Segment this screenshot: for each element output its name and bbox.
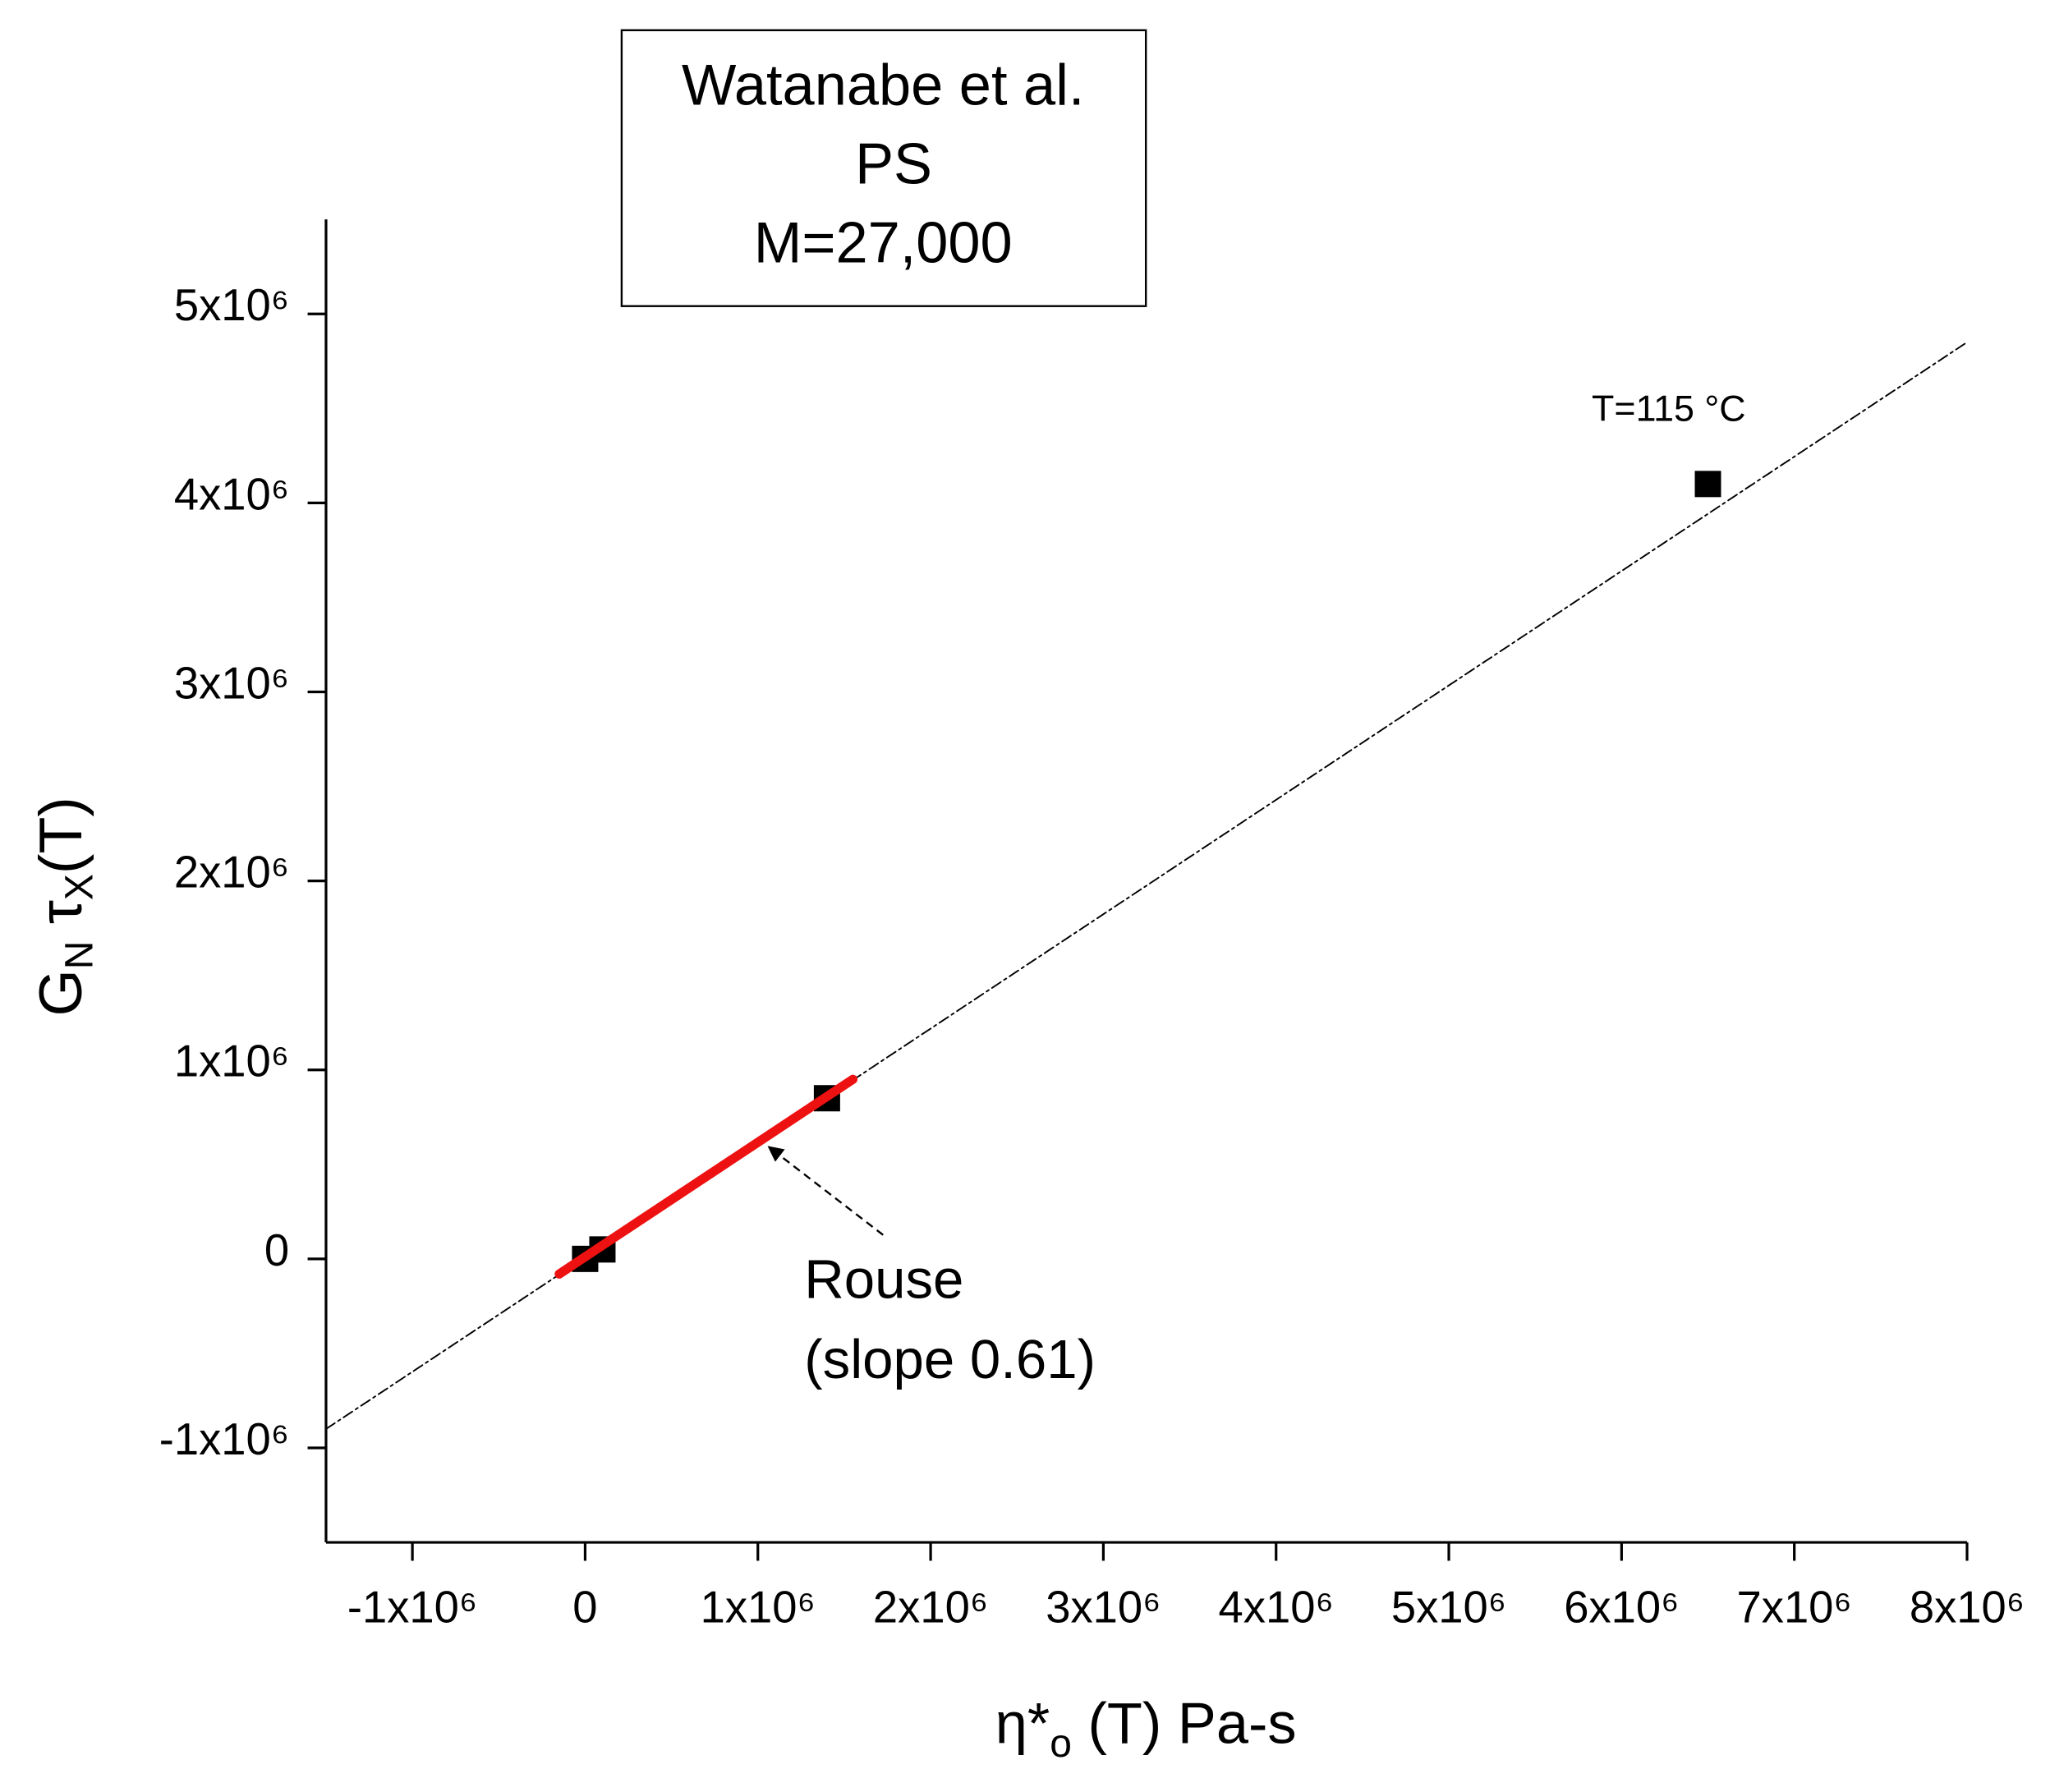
title-box	[620, 29, 1147, 307]
y-tick-label: 0	[264, 1225, 289, 1275]
annotation: (slope 0.61)	[804, 1329, 1096, 1390]
y-tick-label: -1x10⁶	[159, 1414, 289, 1464]
x-tick-label: 2x10⁶	[873, 1583, 988, 1633]
annotation: T=115 °C	[1592, 388, 1746, 430]
x-tick-label: 1x10⁶	[701, 1583, 816, 1633]
y-axis-label: GN τX(T)	[27, 797, 101, 1016]
y-tick-label: 5x10⁶	[174, 280, 289, 330]
x-axis-label: η*o (T) Pa-s	[995, 1690, 1297, 1765]
line	[324, 341, 1968, 1430]
x-tick-label: 4x10⁶	[1219, 1583, 1334, 1633]
x-tick-label: 8x10⁶	[1910, 1583, 2025, 1633]
box-line: M=27,000	[754, 209, 1013, 274]
x-tick-label: 7x10⁶	[1737, 1583, 1852, 1633]
x-tick-label: 6x10⁶	[1564, 1583, 1679, 1633]
y-tick-label: 3x10⁶	[174, 658, 289, 708]
y-tick-label: 4x10⁶	[174, 469, 289, 519]
annotation-arrow	[767, 1146, 884, 1236]
x-tick-label: 3x10⁶	[1046, 1583, 1161, 1633]
x-tick-label: -1x10⁶	[347, 1583, 477, 1633]
x-tick-label: 0	[572, 1583, 597, 1633]
annotation: Rouse	[804, 1249, 963, 1311]
line	[554, 1074, 858, 1279]
box-line: PS	[855, 131, 932, 195]
y-tick-label: 1x10⁶	[174, 1036, 289, 1087]
box-line: Watanabe et al.	[682, 52, 1084, 117]
y-tick-label: 2x10⁶	[174, 848, 289, 898]
x-tick-label: 5x10⁶	[1391, 1583, 1506, 1633]
point	[1694, 471, 1721, 498]
